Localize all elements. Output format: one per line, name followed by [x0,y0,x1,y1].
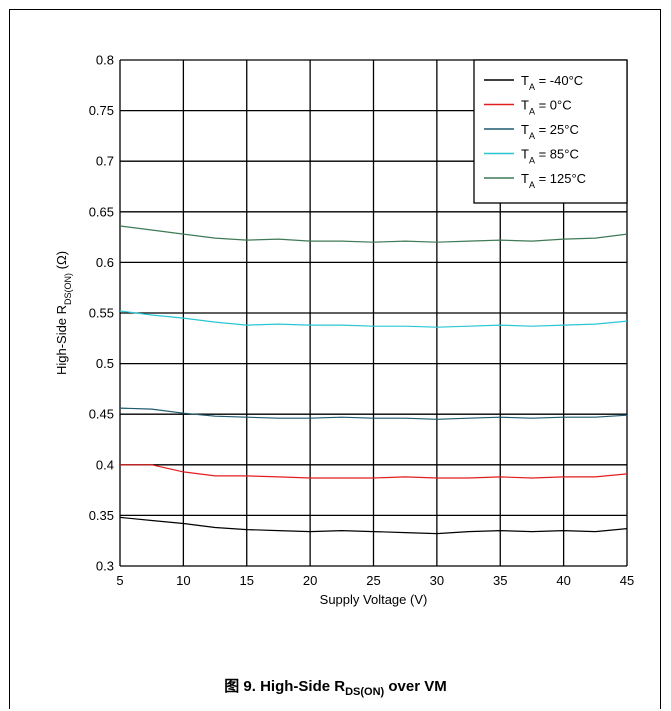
legend-label-suffix: = 85°C [535,147,579,162]
y-tick-label: 0.55 [89,306,114,321]
legend-label-main: T [521,147,529,162]
x-tick-label: 10 [176,573,190,588]
x-tick-label: 40 [556,573,570,588]
y-axis-label-sub: DS(ON) [63,273,73,305]
series-layer [119,225,628,535]
x-axis-label: Supply Voltage (V) [320,592,428,607]
y-tick-label: 0.4 [96,457,114,472]
y-tick-label: 0.75 [89,103,114,118]
x-tick-label: 25 [366,573,380,588]
y-axis-label: High-Side RDS(ON) (Ω) [54,251,73,375]
y-tick-label: 0.8 [96,53,114,68]
series-line-1 [120,464,628,479]
y-tick-label: 0.45 [89,407,114,422]
chart: 5 10 15 20 25 30 35 40 45 0.3 0.35 0.4 0.45 0.5 0.55 0.… [54,53,635,608]
caption-suffix: over VM [384,678,447,695]
x-tick-label: 35 [493,573,507,588]
x-tick-label: 45 [620,573,634,588]
legend-label-suffix: = 125°C [535,171,586,186]
y-tick-label: 0.35 [89,508,114,523]
y-tick-label: 0.7 [96,154,114,169]
series-line-3 [119,310,628,328]
legend-label: TA = -40°C [521,73,583,92]
series-line-0 [119,516,628,535]
legend-label-suffix: = -40°C [535,73,583,88]
legend-label-suffix: = 0°C [535,98,572,113]
legend-label-sub: A [529,82,535,92]
y-axis-label-main: High-Side R [54,305,69,375]
legend-label-main: T [521,171,529,186]
y-axis-label-unit: (Ω) [54,251,69,273]
legend-label-main: T [521,73,529,88]
legend-label: TA = 0°C [521,98,572,117]
x-tick-label: 15 [240,573,254,588]
figure-frame [9,9,661,709]
ticks: 5 10 15 20 25 30 35 40 45 0.3 0.35 0.4 0.45 0.5 0.55 0.… [89,53,635,589]
legend-label-suffix: = 25°C [535,122,579,137]
legend-box [473,59,628,204]
grid [119,59,628,567]
y-tick-label: 0.3 [96,559,114,574]
legend-label: TA = 25°C [521,122,579,141]
legend-label-main: T [521,122,529,137]
x-tick-label: 30 [430,573,444,588]
legend-label: TA = 125°C [521,171,586,190]
y-tick-label: 0.65 [89,204,114,219]
series-line-4 [119,225,628,243]
figure-caption: 图 9. High-Side RDS(ON) over VM [0,675,671,698]
caption-sub: DS(ON) [345,686,385,698]
legend-label-main: T [521,98,529,113]
legend-label-sub: A [529,131,535,141]
legend-label-sub: A [529,107,535,117]
x-tick-label: 5 [116,573,123,588]
y-tick-label: 0.5 [96,356,114,371]
series-line-2 [119,407,628,420]
legend-label-sub: A [529,156,535,166]
caption-prefix: 图 9. High-Side R [224,678,346,695]
legend-label: TA = 85°C [521,147,579,166]
legend: TA = -40°CTA = 0°CTA = 25°CTA = 85°CTA =… [473,59,628,204]
x-tick-label: 20 [303,573,317,588]
legend-label-sub: A [529,180,535,190]
y-tick-label: 0.6 [96,255,114,270]
